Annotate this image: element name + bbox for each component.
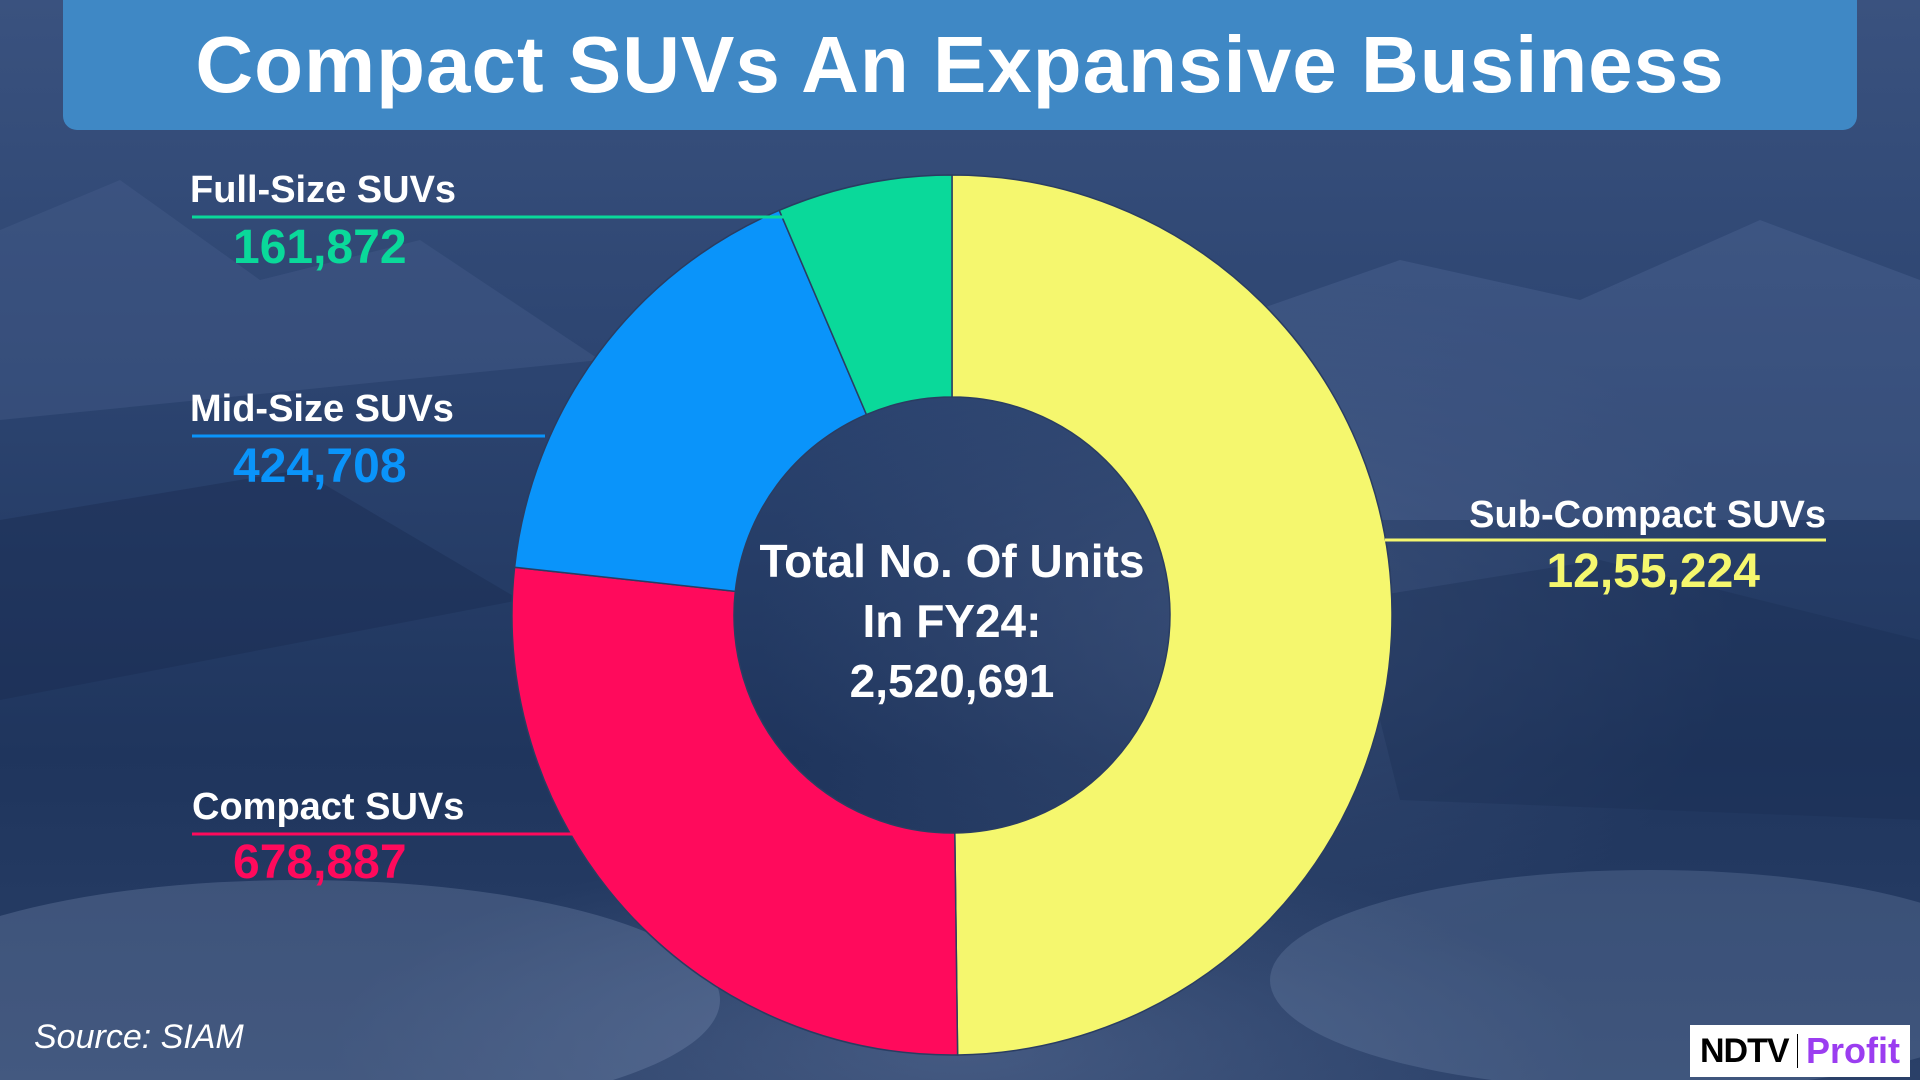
logo-separator: [1796, 1034, 1798, 1068]
chart-title: Compact SUVs An Expansive Business: [195, 20, 1725, 109]
label-compact-name: Compact SUVs: [192, 786, 464, 828]
label-compact-value: 678,887: [233, 836, 407, 889]
slice-sub-compact-suvs: [951, 174, 1393, 1056]
label-mid-size-name: Mid-Size SUVs: [190, 388, 454, 430]
center-line-1: Total No. Of Units: [759, 535, 1144, 587]
logo-profit-text: Profit: [1806, 1030, 1900, 1071]
label-full-size-value: 161,872: [233, 221, 407, 274]
title-banner: Compact SUVs An Expansive Business: [63, 0, 1857, 130]
slice-full-size-suvs: [778, 174, 953, 416]
slice-callouts: Full-Size SUVs 161,872 Mid-Size SUVs 424…: [190, 169, 1826, 889]
label-mid-size-value: 424,708: [233, 440, 407, 493]
center-line-3: 2,520,691: [850, 655, 1055, 707]
donut-slices: [511, 174, 1393, 1056]
label-full-size-name: Full-Size SUVs: [190, 169, 456, 211]
slice-compact-suvs: [511, 566, 959, 1056]
ndtv-profit-logo: NDTV Profit: [1690, 1025, 1910, 1077]
donut-center-total: Total No. Of Units In FY24: 2,520,691: [759, 535, 1144, 707]
label-sub-compact-value: 12,55,224: [1546, 545, 1760, 598]
logo-ndtv-text: NDTV: [1700, 1031, 1790, 1070]
label-sub-compact-name: Sub-Compact SUVs: [1469, 494, 1826, 536]
slice-mid-size-suvs: [513, 209, 868, 593]
center-line-2: In FY24:: [863, 595, 1042, 647]
source-note: Source: SIAM: [34, 1018, 244, 1056]
